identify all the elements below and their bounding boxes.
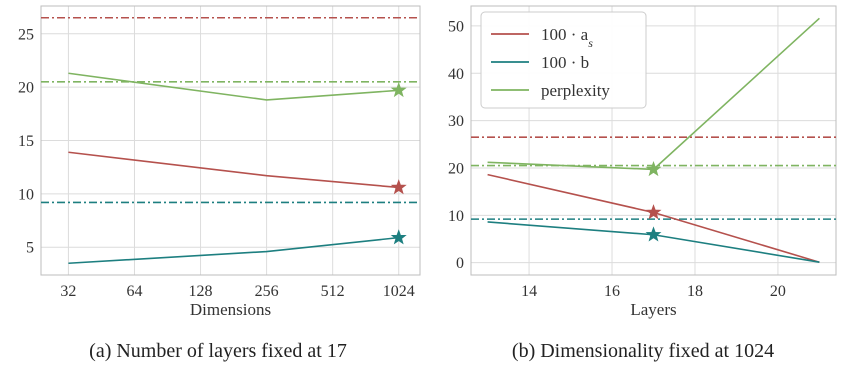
pa-ytick-label: 25 — [18, 26, 34, 43]
pb-star-marker-perplexity — [645, 161, 662, 177]
pb-xtick-label: 14 — [521, 283, 537, 300]
legend-label-b: 100 · b — [541, 53, 589, 72]
pb-star-marker-b — [645, 226, 662, 242]
pb-ytick-label: 50 — [448, 18, 464, 35]
pb-ytick-label: 20 — [448, 160, 464, 177]
pa-star-marker-b — [390, 229, 407, 245]
pb-ytick-label: 30 — [448, 113, 464, 130]
pa-xtick-label: 1024 — [383, 283, 415, 300]
pb-star-marker-a_s — [645, 204, 662, 220]
panel-a-dimensions: 32 64 128 256 512 1024 5 10 15 20 25 Dimensions — [18, 5, 421, 319]
caption-a: (a) Number of layers fixed at 17 — [89, 340, 347, 362]
pa-ytick-label: 15 — [18, 133, 34, 150]
caption-b: (b) Dimensionality fixed at 1024 — [512, 340, 774, 362]
pa-xtick-label: 512 — [321, 283, 345, 300]
pa-xtick-label: 256 — [255, 283, 279, 300]
pb-ytick-label: 10 — [448, 208, 464, 225]
pa-ytick-label: 10 — [18, 186, 34, 203]
pa-series-line-b — [68, 236, 399, 265]
pa-series-line-perplexity — [68, 72, 399, 101]
legend-box — [480, 11, 647, 109]
legend-label-subscript: s — [588, 36, 593, 50]
pa-star-marker-perplexity — [390, 81, 407, 98]
pa-ytick-label: 5 — [26, 240, 34, 257]
pb-frame — [470, 5, 837, 276]
pb-ytick-label: 40 — [448, 66, 464, 83]
pa-star-marker-a_s — [390, 179, 407, 195]
pb-xtick-label: 18 — [687, 283, 703, 300]
pb-xaxis-label: Layers — [630, 300, 676, 319]
pa-frame — [40, 5, 421, 276]
pa-xaxis-label: Dimensions — [190, 300, 271, 319]
pa-xtick-label: 128 — [189, 283, 213, 300]
pa-ytick-label: 20 — [18, 80, 34, 97]
pa-series-line-a_s — [68, 151, 399, 189]
pb-xtick-label: 20 — [770, 283, 786, 300]
pa-xtick-label: 64 — [126, 283, 142, 300]
pa-xtick-label: 32 — [60, 283, 76, 300]
legend-label-perplexity: perplexity — [541, 81, 610, 100]
pb-xtick-label: 16 — [604, 283, 620, 300]
pb-ytick-label: 0 — [456, 255, 464, 272]
